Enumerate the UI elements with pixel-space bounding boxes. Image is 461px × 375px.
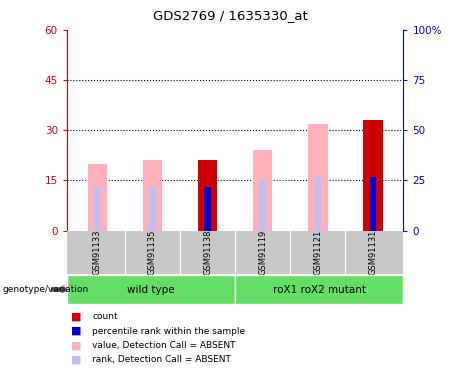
Text: genotype/variation: genotype/variation <box>2 285 89 294</box>
Bar <box>143 160 162 231</box>
Text: GSM91121: GSM91121 <box>313 230 322 275</box>
Bar <box>363 120 383 231</box>
Bar <box>253 150 272 231</box>
Bar <box>88 164 107 231</box>
Bar <box>67 231 403 274</box>
Text: value, Detection Call = ABSENT: value, Detection Call = ABSENT <box>92 341 236 350</box>
Bar <box>314 177 321 231</box>
Text: percentile rank within the sample: percentile rank within the sample <box>92 327 245 336</box>
Bar <box>204 187 211 231</box>
Bar <box>370 177 376 231</box>
Text: count: count <box>92 312 118 321</box>
Text: GSM91135: GSM91135 <box>148 230 157 275</box>
Text: GDS2769 / 1635330_at: GDS2769 / 1635330_at <box>153 9 308 22</box>
Bar <box>235 275 403 304</box>
Bar <box>149 187 156 231</box>
Text: GSM91131: GSM91131 <box>368 230 378 275</box>
Bar <box>308 124 327 231</box>
Text: ■: ■ <box>71 326 82 336</box>
Text: ■: ■ <box>71 340 82 350</box>
Bar <box>67 275 235 304</box>
Bar <box>198 160 217 231</box>
Text: roX1 roX2 mutant: roX1 roX2 mutant <box>273 285 366 295</box>
FancyArrow shape <box>52 286 67 292</box>
Text: GSM91138: GSM91138 <box>203 230 212 275</box>
Text: GSM91119: GSM91119 <box>258 230 267 275</box>
Text: ■: ■ <box>71 312 82 322</box>
Bar <box>94 187 100 231</box>
Text: ■: ■ <box>71 355 82 364</box>
Text: GSM91133: GSM91133 <box>93 230 102 275</box>
Bar <box>260 180 266 231</box>
Text: rank, Detection Call = ABSENT: rank, Detection Call = ABSENT <box>92 355 231 364</box>
Text: wild type: wild type <box>127 285 175 295</box>
